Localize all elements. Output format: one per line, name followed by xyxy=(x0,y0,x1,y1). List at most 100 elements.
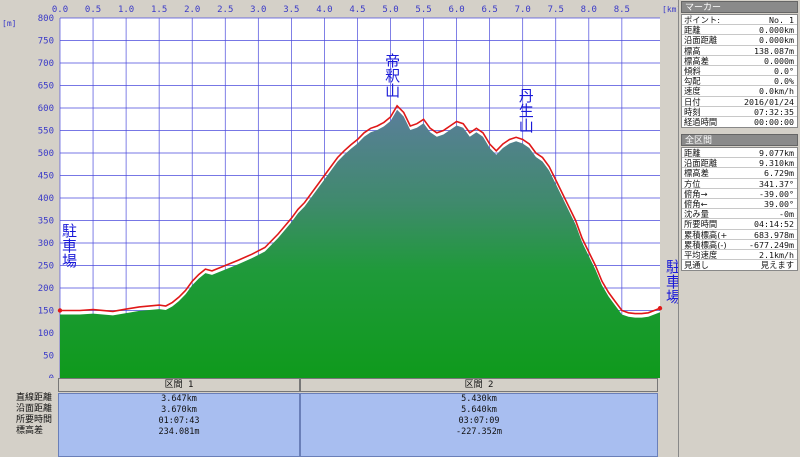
total-info-key: 標高差 xyxy=(684,168,709,178)
x-tick-label: 3.5 xyxy=(283,5,299,15)
total-info-row: 累積標高(-) -677.249m xyxy=(682,240,797,250)
total-info-key: 俯角→ xyxy=(684,188,708,198)
total-info-value: 9.077km xyxy=(759,148,794,158)
y-tick-label: 250 xyxy=(38,262,54,272)
row-label-straight-distance: 直線距離 xyxy=(16,393,53,403)
marker-info-value: 0.000km xyxy=(759,35,794,45)
total-info-value: -39.00° xyxy=(759,188,794,198)
marker-info-row: 標高差 0.000m xyxy=(682,56,797,66)
marker-info-row: 距離 0.000km xyxy=(682,25,797,36)
end-marker[interactable] xyxy=(657,306,663,311)
total-info-value: 341.37° xyxy=(759,178,794,188)
section-2-header[interactable]: 区間 2 xyxy=(300,378,658,392)
y-tick-label: 700 xyxy=(38,59,54,69)
marker-info-key: 距離 xyxy=(684,25,701,35)
y-tick-label: 600 xyxy=(38,104,54,114)
marker-info-row: ポイント: No. 1 xyxy=(682,15,797,26)
endpoint-markers xyxy=(57,306,663,313)
section-1-header[interactable]: 区間 1 xyxy=(58,378,300,392)
y-tick-label: 200 xyxy=(38,284,54,294)
x-tick-label: 1.0 xyxy=(118,5,134,15)
y-tick-label: 550 xyxy=(38,127,54,137)
start-marker[interactable] xyxy=(57,308,63,313)
total-info-value: 04:14:52 xyxy=(754,219,794,229)
landmark-char: 場 xyxy=(62,252,77,270)
marker-info-row: 沿面距離 0.000km xyxy=(682,35,797,46)
x-tick-label: 1.5 xyxy=(151,5,167,15)
total-info-key: 沈み量 xyxy=(684,209,709,219)
marker-info-row: 傾斜 0.0° xyxy=(682,66,797,77)
elevation-line xyxy=(60,104,661,315)
marker-info-value: 2016/01/24 xyxy=(744,96,794,106)
x-tick-label: 5.5 xyxy=(415,5,431,15)
total-info-key: 累積標高(-) xyxy=(684,239,727,249)
marker-info-key: 沿面距離 xyxy=(684,35,718,45)
x-unit-label: [km] xyxy=(662,5,678,14)
elevation-chart-svg[interactable]: 0.0 0.5 1.0 1.5 2.0 2.5 3.0 3.5 4.0 4.5 5.0 5.5 6.0 6… xyxy=(0,0,678,378)
landmark-char: 帝 xyxy=(385,52,400,70)
y-tick-label: 300 xyxy=(38,239,54,249)
marker-info-row: 日付 2016/01/24 xyxy=(682,97,797,107)
marker-info-table: ポイント: No. 1 距離 0.000km 沿面距離 0.000km 標高 138.087m… xyxy=(681,14,798,129)
x-tick-label: 4.5 xyxy=(349,5,365,15)
total-info-key: 累積標高(+) xyxy=(684,229,728,239)
x-tick-label: 5.0 xyxy=(382,5,398,15)
landmark-char: 釈 xyxy=(385,67,400,85)
y-tick-label: 800 xyxy=(38,14,54,24)
marker-panel-title: マーカー xyxy=(681,1,798,13)
marker-info-value: 00:00:00 xyxy=(754,116,794,127)
y-tick-label: 750 xyxy=(38,37,54,47)
x-tick-label: 2.5 xyxy=(217,5,233,15)
section-1-elevation-diff: 234.081m xyxy=(158,427,200,437)
x-tick-label: 7.5 xyxy=(548,5,564,15)
row-label-surface-distance: 沿面距離 xyxy=(16,404,53,414)
total-info-row: 沿面距離 9.310km xyxy=(682,158,797,169)
marker-info-value: 0.000m xyxy=(764,55,794,65)
terrain-area xyxy=(60,109,660,378)
marker-info-key: 時刻 xyxy=(684,106,701,116)
marker-info-value: 0.0km/h xyxy=(759,86,794,96)
x-axis-ticks: 0.0 0.5 1.0 1.5 2.0 2.5 3.0 3.5 4.0 4.5 5.0 5.5 6.0 6… xyxy=(52,5,630,15)
elevation-chart[interactable]: 0.0 0.5 1.0 1.5 2.0 2.5 3.0 3.5 4.0 4.5 5.0 5.5 6.0 6… xyxy=(0,0,678,378)
total-info-table: 距離 9.077km 沿面距離 9.310km 標高差 6.729m 方位 341.37° 俯角… xyxy=(681,147,798,272)
total-info-row: 所要時間 04:14:52 xyxy=(682,219,797,230)
row-label-elapsed-time: 所要時間 xyxy=(16,415,53,425)
x-tick-label: 0.0 xyxy=(52,5,68,15)
y-axis-ticks: 0 50 100 150 200 250 300 350 400 450 500 550 600 650 7… xyxy=(38,14,54,378)
total-info-row: 沈み量 -0m xyxy=(682,209,797,220)
landmark-char: 駐 xyxy=(666,258,678,276)
marker-info-value: 0.000km xyxy=(759,25,794,35)
total-info-row: 平均速度 2.1km/h xyxy=(682,250,797,261)
y-tick-label: 50 xyxy=(43,352,54,362)
total-info-value: 39.00° xyxy=(764,199,794,209)
total-info-key: 俯角← xyxy=(684,199,708,209)
info-panel: マーカー ポイント: No. 1 距離 0.000km 沿面距離 0.000km 標高 138… xyxy=(678,0,800,457)
landmark-char: 駐 xyxy=(62,222,77,240)
y-tick-label: 100 xyxy=(38,329,54,339)
y-tick-label: 650 xyxy=(38,82,54,92)
section-summary-table: 区間 1 区間 2 直線距離 沿面距離 所要時間 標高差 3.647km 3.6… xyxy=(0,378,678,457)
total-info-value: 見えます xyxy=(760,260,794,271)
marker-info-key: 標高差 xyxy=(684,55,709,65)
y-tick-label: 450 xyxy=(38,172,54,182)
y-unit-label: [m] xyxy=(2,19,16,28)
total-info-row: 距離 9.077km xyxy=(682,148,797,159)
section-2-values[interactable]: 5.430km 5.640km 03:07:09 -227.352m xyxy=(300,393,658,457)
marker-info-row: 時刻 07:32:35 xyxy=(682,107,797,117)
marker-info-value: No. 1 xyxy=(769,15,794,25)
landmark-char: 場 xyxy=(666,288,678,306)
total-info-value: 683.978m xyxy=(754,229,794,239)
total-info-key: 沿面距離 xyxy=(684,158,718,168)
total-info-key: 方位 xyxy=(684,178,701,188)
section-1-values[interactable]: 3.647km 3.670km 01:07:43 234.081m xyxy=(58,393,300,457)
marker-info-key: ポイント: xyxy=(684,15,720,25)
total-info-value: -677.249m xyxy=(749,239,794,249)
y-tick-label: 500 xyxy=(38,149,54,159)
landmark-char: 山 xyxy=(385,82,400,100)
x-tick-label: 2.0 xyxy=(184,5,200,15)
marker-info-row: 勾配 0.0% xyxy=(682,76,797,87)
y-tick-label: 150 xyxy=(38,307,54,317)
x-tick-label: 7.0 xyxy=(515,5,531,15)
total-info-row: 俯角← 39.00° xyxy=(682,199,797,210)
